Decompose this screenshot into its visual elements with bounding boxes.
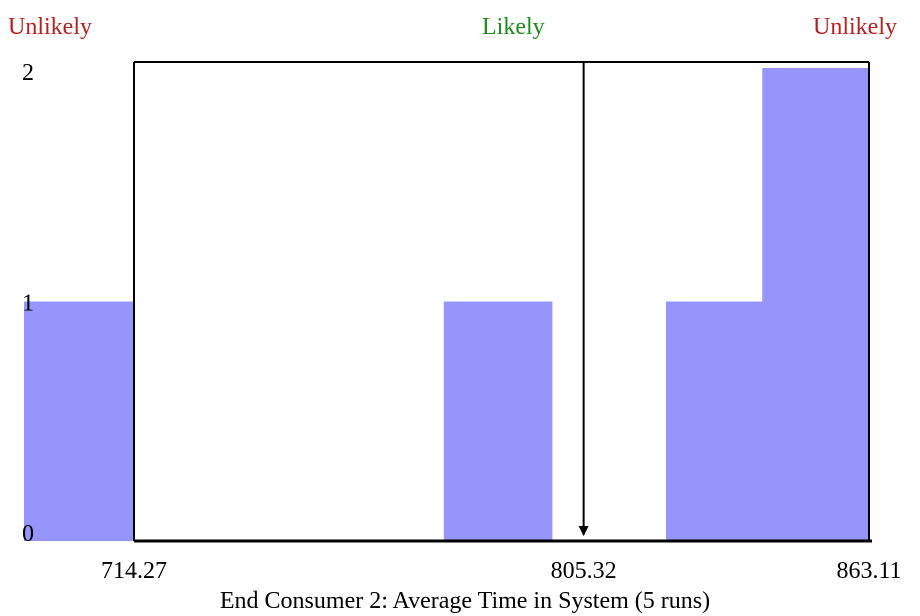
y-tick-label-1: 1 [22,291,34,317]
bar-3 [762,68,869,541]
annotation-unlikely-right: Unlikely [813,14,897,40]
x-tick-label-2: 863.11 [836,558,901,584]
x-tick-labels: 714.27 805.32 863.11 [101,558,902,584]
reference-lines [133,62,870,541]
bars [24,68,869,541]
y-tick-labels: 0 1 2 [22,60,34,547]
bar-1 [443,301,553,541]
x-tick-label-1: 805.32 [551,558,617,584]
annotation-unlikely-left: Unlikely [8,14,92,40]
x-tick-label-0: 714.27 [101,558,167,584]
bar-2 [666,301,775,541]
axes [134,61,872,543]
x-axis-label: End Consumer 2: Average Time in System (… [220,588,710,614]
y-tick-label-0: 0 [22,521,34,547]
annotation-likely-center: Likely [482,14,545,40]
y-tick-label-2: 2 [22,60,34,86]
bar-0 [24,301,134,541]
